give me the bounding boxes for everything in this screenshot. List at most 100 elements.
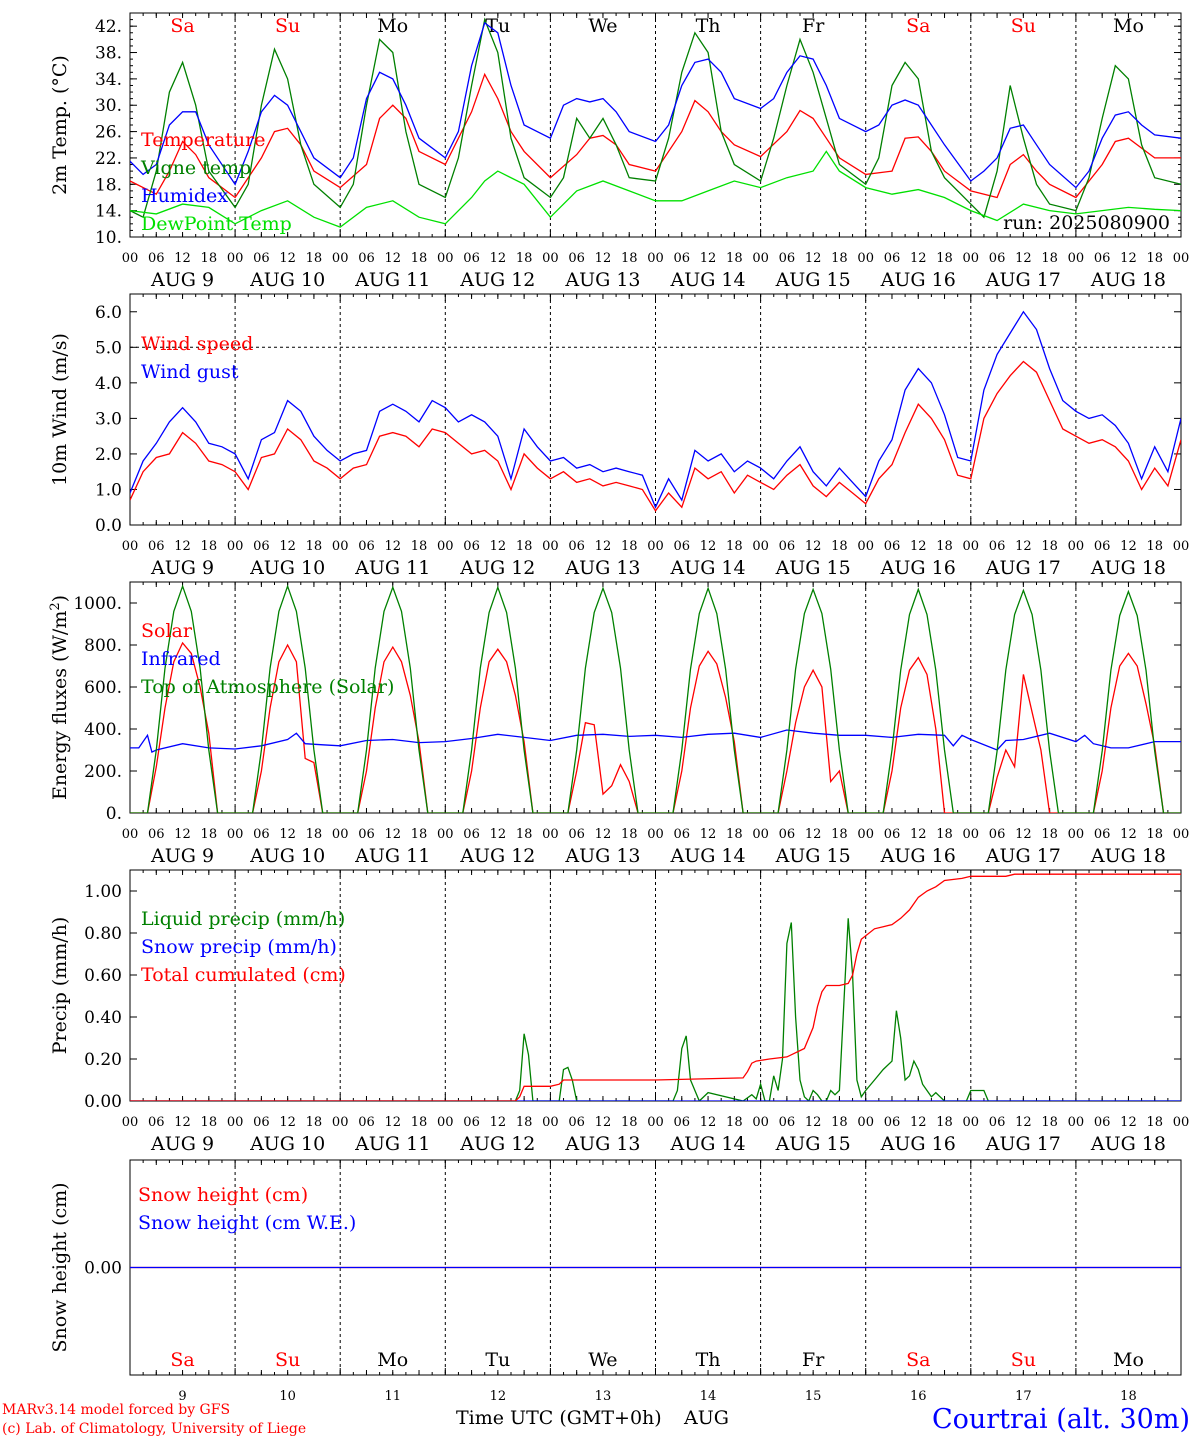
x-date-label: AUG 18 [1090, 1133, 1166, 1155]
x-hour-label: 18 [201, 827, 218, 842]
x-hour-label: 00 [542, 1115, 559, 1130]
x-date-label: AUG 14 [669, 845, 745, 867]
series-line [130, 310, 1181, 509]
series-line [130, 873, 1181, 1101]
x-hour-label: 06 [568, 827, 585, 842]
legend-entry: Temperature [141, 129, 265, 151]
x-date-label: AUG 12 [459, 269, 535, 291]
x-date-label: AUG 13 [564, 557, 640, 579]
day-number-label: 9 [178, 1389, 186, 1404]
x-hour-label: 18 [831, 539, 848, 554]
legend-entry: Infrared [141, 648, 221, 670]
day-number-label: 14 [700, 1389, 717, 1404]
x-date-label: AUG 11 [354, 269, 430, 291]
x-hour-label: 00 [647, 539, 664, 554]
x-hour-label: 06 [463, 1115, 480, 1130]
y-axis-label: 2m Temp. (°C) [49, 55, 71, 195]
x-hour-label: 12 [910, 251, 927, 266]
x-hour-label: 00 [752, 1115, 769, 1130]
x-date-label: AUG 18 [1090, 269, 1166, 291]
x-date-label: AUG 16 [880, 1133, 956, 1155]
x-hour-label: 06 [884, 827, 901, 842]
day-name-label: Th [696, 15, 721, 37]
day-name-label: Su [275, 1349, 300, 1371]
day-number-label: 17 [1015, 1389, 1032, 1404]
x-date-label: AUG 18 [1090, 845, 1166, 867]
x-hour-label: 00 [1173, 539, 1190, 554]
station-title: Courtrai (alt. 30m) [932, 1404, 1190, 1435]
x-hour-label: 06 [989, 539, 1006, 554]
chart-panel-4: 0.00 0.20 0.40 0.60 0.80 1.00 Precip (mm/h) 00 0… [49, 869, 1190, 1155]
day-name-label: Mo [1113, 1349, 1144, 1371]
x-hour-label: 00 [542, 251, 559, 266]
x-date-label: AUG 12 [459, 1133, 535, 1155]
y-tick-label: 34. [95, 70, 122, 90]
x-hour-label: 06 [779, 1115, 796, 1130]
x-date-label: AUG 9 [150, 845, 214, 867]
legend-entry: Solar [141, 620, 193, 642]
y-tick-label: 30. [95, 96, 122, 116]
x-hour-label: 00 [1173, 1115, 1190, 1130]
x-hour-label: 06 [674, 827, 691, 842]
x-hour-label: 12 [279, 251, 296, 266]
day-name-label: Fr [802, 1349, 825, 1371]
day-name-label: We [588, 1349, 617, 1371]
x-hour-label: 12 [174, 827, 191, 842]
x-hour-label: 00 [227, 827, 244, 842]
x-hour-label: 18 [1146, 827, 1163, 842]
legend-entry: Top of Atmosphere (Solar) [141, 676, 394, 698]
x-hour-label: 00 [647, 1115, 664, 1130]
x-hour-label: 18 [831, 827, 848, 842]
x-hour-label: 18 [1041, 251, 1058, 266]
chart-panel-2: 0.0 1.0 2.0 3.0 4.0 5.0 6.0 10m Wind (m/s) 00 06 1… [49, 293, 1190, 579]
x-hour-label: 18 [516, 1115, 533, 1130]
x-hour-label: 00 [227, 251, 244, 266]
x-date-label: AUG 13 [564, 845, 640, 867]
x-hour-label: 18 [621, 539, 638, 554]
x-hour-label: 00 [752, 539, 769, 554]
x-hour-label: 00 [122, 1115, 139, 1130]
day-name-label: Tu [485, 1349, 510, 1371]
legend-entry: Snow height (cm W.E.) [138, 1212, 356, 1234]
series-line [130, 729, 1181, 754]
x-date-label: AUG 9 [150, 1133, 214, 1155]
y-tick-label: 1.00 [84, 882, 122, 902]
y-tick-label: 5.0 [95, 338, 122, 358]
x-date-label: AUG 10 [249, 269, 325, 291]
x-date-label: AUG 12 [459, 557, 535, 579]
x-hour-label: 06 [884, 539, 901, 554]
day-name-label: Fr [802, 15, 825, 37]
y-axis-label: 10m Wind (m/s) [49, 333, 71, 486]
x-hour-label: 00 [437, 1115, 454, 1130]
x-date-label: AUG 15 [775, 845, 851, 867]
x-hour-label: 12 [174, 539, 191, 554]
legend-entry: DewPoint Temp [141, 213, 292, 235]
series-line [130, 584, 1181, 813]
x-hour-label: 00 [122, 827, 139, 842]
x-date-label: AUG 17 [985, 1133, 1061, 1155]
x-hour-label: 00 [1173, 251, 1190, 266]
x-hour-label: 12 [595, 539, 612, 554]
credit-line-model: MARv3.14 model forced by GFS [2, 1402, 230, 1418]
x-hour-label: 18 [306, 251, 323, 266]
x-hour-label: 12 [700, 827, 717, 842]
x-hour-label: 18 [936, 1115, 953, 1130]
legend-entry: Liquid precip (mm/h) [141, 908, 345, 930]
y-tick-label: 42. [95, 17, 122, 37]
x-hour-label: 18 [1146, 539, 1163, 554]
x-hour-label: 18 [201, 251, 218, 266]
x-hour-label: 00 [647, 827, 664, 842]
x-hour-label: 00 [332, 1115, 349, 1130]
x-hour-label: 18 [1041, 827, 1058, 842]
x-hour-label: 12 [700, 539, 717, 554]
x-hour-label: 18 [1146, 251, 1163, 266]
x-hour-label: 12 [910, 1115, 927, 1130]
x-hour-label: 06 [674, 251, 691, 266]
day-number-label: 15 [805, 1389, 822, 1404]
x-hour-label: 18 [201, 1115, 218, 1130]
x-axis-month: AUG [683, 1407, 729, 1429]
x-date-label: AUG 17 [985, 557, 1061, 579]
x-hour-label: 18 [726, 251, 743, 266]
x-hour-label: 18 [1041, 539, 1058, 554]
x-hour-label: 18 [516, 827, 533, 842]
